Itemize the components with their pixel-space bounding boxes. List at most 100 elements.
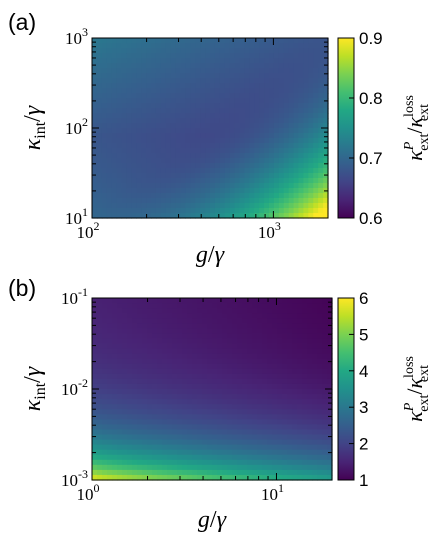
- heatmap-cell: [202, 444, 208, 451]
- heatmap-cell: [170, 213, 177, 219]
- heatmap-cell: [252, 358, 258, 365]
- heatmap-cell: [224, 78, 231, 84]
- heatmap-cell: [165, 208, 172, 214]
- heatmap-cell: [307, 439, 313, 446]
- heatmap-cell: [157, 373, 163, 380]
- heatmap-cell: [165, 158, 172, 164]
- heatmap-cell: [126, 193, 132, 199]
- heatmap-cell: [155, 138, 162, 144]
- heatmap-cell: [272, 414, 278, 420]
- heatmap-cell: [162, 338, 168, 345]
- heatmap-cell: [313, 188, 319, 194]
- heatmap-cell: [146, 73, 152, 79]
- heatmap-cell: [177, 469, 183, 476]
- heatmap-cell: [170, 153, 177, 159]
- heatmap-cell: [234, 43, 241, 49]
- heatmap-cell: [151, 128, 157, 134]
- heatmap-cell: [252, 409, 258, 415]
- heatmap-cell: [292, 419, 298, 425]
- heatmap-cell: [283, 63, 290, 69]
- heatmap-cell: [242, 333, 248, 340]
- heatmap-cell: [327, 368, 333, 375]
- heatmap-cell: [142, 358, 148, 365]
- heatmap-cell: [117, 308, 123, 314]
- heatmap-cell: [210, 133, 216, 139]
- heatmap-cell: [252, 303, 258, 309]
- heatmap-cell: [167, 373, 173, 380]
- heatmap-cell: [152, 424, 158, 431]
- heatmap-cell: [244, 63, 250, 69]
- heatmap-cell: [254, 78, 260, 84]
- heatmap-cell: [278, 108, 285, 114]
- heatmap-cell: [177, 404, 183, 410]
- heatmap-cell: [318, 193, 324, 199]
- heatmap-cell: [167, 474, 173, 481]
- heatmap-cell: [267, 328, 273, 334]
- heatmap-cell: [205, 113, 211, 119]
- heatmap-cell: [267, 318, 273, 324]
- heatmap-cell: [229, 58, 236, 64]
- heatmap-cell: [165, 43, 172, 49]
- heatmap-cell: [219, 148, 226, 154]
- heatmap-cell: [272, 358, 278, 365]
- heatmap-cell: [273, 213, 280, 219]
- heatmap-cell: [303, 43, 309, 49]
- heatmap-cell: [312, 353, 318, 360]
- heatmap-cell: [259, 198, 265, 204]
- heatmap-cell: [126, 138, 132, 144]
- heatmap-cell: [155, 133, 162, 139]
- heatmap-cell: [177, 318, 183, 324]
- heatmap-cell: [92, 93, 98, 99]
- heatmap-cell: [283, 178, 290, 184]
- heatmap-cell: [287, 298, 293, 304]
- heatmap-cell: [210, 158, 216, 164]
- heatmap-cell: [227, 363, 233, 370]
- heatmap-cell: [177, 378, 183, 385]
- heatmap-cell: [273, 198, 280, 204]
- heatmap-cell: [237, 313, 243, 319]
- heatmap-cell: [254, 178, 260, 184]
- heatmap-cell: [227, 434, 233, 441]
- heatmap-cell: [313, 53, 319, 59]
- heatmap-cell: [192, 363, 198, 370]
- heatmap-cell: [190, 73, 196, 79]
- heatmap-cell: [97, 404, 103, 410]
- heatmap-cell: [157, 383, 163, 390]
- heatmap-cell: [239, 118, 246, 124]
- heatmap-cell: [127, 323, 133, 329]
- heatmap-cell: [232, 368, 238, 375]
- heatmap-cell: [308, 138, 314, 144]
- heatmap-cell: [172, 328, 178, 334]
- heatmap-cell: [182, 399, 188, 405]
- heatmap-cell: [147, 368, 153, 375]
- heatmap-cell: [318, 48, 324, 54]
- heatmap-cell: [192, 358, 198, 365]
- heatmap-cell: [127, 394, 133, 400]
- heatmap-cell: [292, 409, 298, 415]
- heatmap-cell: [237, 454, 243, 461]
- heatmap-cell: [247, 318, 253, 324]
- heatmap-cell: [200, 63, 206, 69]
- heatmap-cell: [132, 459, 138, 466]
- heatmap-cell: [167, 409, 173, 415]
- heatmap-cell: [272, 429, 278, 436]
- heatmap-cell: [121, 88, 128, 94]
- heatmap-cell: [167, 378, 173, 385]
- heatmap-cell: [269, 73, 275, 79]
- heatmap-cell: [190, 163, 196, 169]
- heatmap-cell: [106, 68, 113, 74]
- heatmap-cell: [141, 198, 147, 204]
- heatmap-cell: [318, 43, 324, 49]
- heatmap-cell: [187, 303, 193, 309]
- heatmap-cell: [293, 178, 300, 184]
- heatmap-cell: [102, 439, 108, 446]
- heatmap-cell: [172, 449, 178, 456]
- heatmap-cell: [232, 343, 238, 350]
- heatmap-cell: [249, 103, 255, 109]
- heatmap-cell: [224, 113, 231, 119]
- heatmap-cell: [205, 188, 211, 194]
- heatmap-cell: [175, 153, 182, 159]
- heatmap-cell: [288, 183, 295, 189]
- heatmap-cell: [187, 353, 193, 360]
- heatmap-cell: [249, 53, 255, 59]
